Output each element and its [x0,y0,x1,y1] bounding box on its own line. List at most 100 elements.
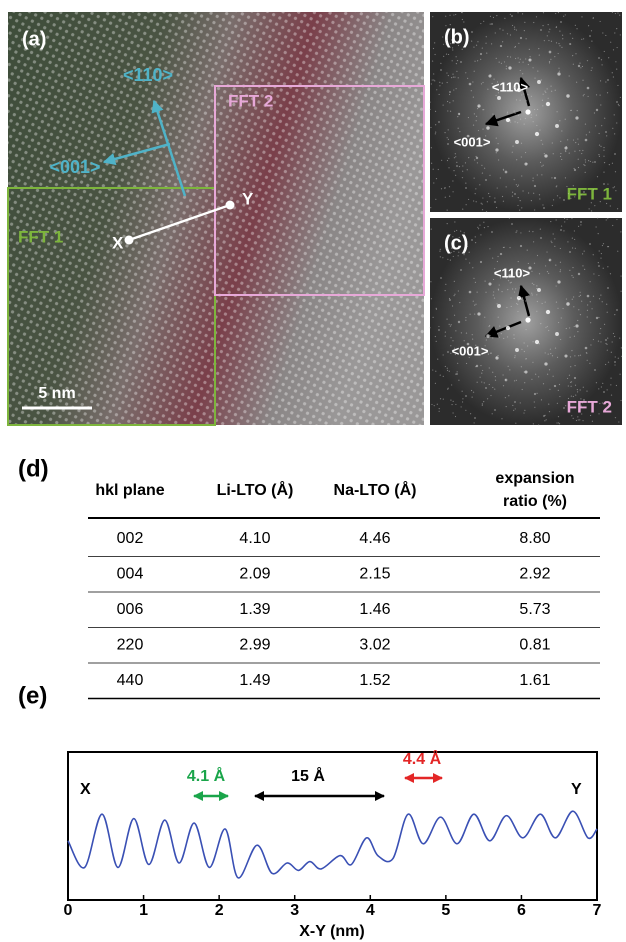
noise-dot [498,288,499,289]
noise-dot [582,80,583,81]
noise-dot [510,121,511,122]
noise-dot [536,114,537,115]
noise-dot [448,75,449,76]
noise-dot [500,277,501,278]
table-cell: 1.49 [239,672,270,689]
noise-dot [610,378,611,379]
annotation: 4.1 Å [187,766,226,785]
noise-dot [436,89,437,90]
noise-dot [605,364,606,365]
noise-dot [514,179,515,180]
noise-dot [452,191,453,192]
noise-dot [602,245,603,246]
noise-dot [477,227,478,228]
noise-dot [522,13,523,14]
fft-spot [500,253,502,255]
noise-dot [551,241,552,242]
noise-dot [447,389,448,390]
noise-dot [435,131,436,132]
noise-dot [581,39,582,40]
noise-dot [492,372,493,373]
noise-dot [600,341,601,342]
noise-dot [575,25,576,26]
fft-spot [525,317,530,322]
noise-dot [516,184,517,185]
noise-dot [550,86,551,87]
noise-dot [612,341,613,342]
noise-dot [450,326,451,327]
noise-dot [469,314,470,315]
noise-dot [598,233,599,234]
noise-dot [585,124,586,125]
noise-dot [612,72,613,73]
noise-dot [484,281,485,282]
noise-dot [582,253,583,254]
annotation: X [80,781,91,798]
noise-dot [534,263,535,264]
fft-spot [486,126,489,129]
fft-spot [555,332,559,336]
fft-spot [540,237,542,239]
noise-dot [585,161,586,162]
noise-dot [607,92,608,93]
noise-dot [465,72,466,73]
noise-dot [449,324,450,325]
noise-dot [567,378,568,379]
noise-dot [571,381,572,382]
noise-dot [453,170,454,171]
noise-dot [519,100,520,101]
fft-spot [488,282,491,285]
noise-dot [614,133,615,134]
noise-dot [455,175,456,176]
fft-spot [494,409,496,411]
fft-spot [557,280,560,283]
noise-dot [433,79,434,80]
noise-dot [437,404,438,405]
noise-dot [545,327,546,328]
fft-spot [460,269,462,271]
noise-dot [454,295,455,296]
noise-dot [581,301,582,302]
profile-line [68,811,597,878]
noise-dot [574,365,575,366]
noise-dot [495,95,496,96]
fft-spot [554,385,556,387]
noise-dot [529,49,530,50]
noise-dot [443,56,444,57]
noise-dot [513,410,514,411]
x-tick-label: 1 [139,902,148,919]
noise-dot [561,130,562,131]
noise-dot [440,398,441,399]
noise-dot [458,380,459,381]
noise-dot [465,143,466,144]
noise-dot [504,61,505,62]
noise-dot [439,411,440,412]
noise-dot [593,273,594,274]
noise-dot [580,295,581,296]
noise-dot [517,186,518,187]
noise-dot [556,219,557,220]
noise-dot [599,145,600,146]
noise-dot [449,94,450,95]
noise-dot [536,311,537,312]
noise-dot [617,47,618,48]
noise-dot [587,316,588,317]
fft-spot [469,83,472,86]
noise-dot [545,352,546,353]
noise-dot [470,413,471,414]
noise-dot [571,110,572,111]
noise-dot [504,247,505,248]
noise-dot [497,303,498,304]
noise-dot [607,246,608,247]
noise-dot [527,94,528,95]
noise-dot [447,370,448,371]
noise-dot [520,200,521,201]
noise-dot [445,290,446,291]
noise-dot [573,418,574,419]
fft-spot [467,343,470,346]
noise-dot [506,406,507,407]
noise-dot [569,337,570,338]
noise-dot [614,114,615,115]
noise-dot [500,177,501,178]
noise-dot [573,64,574,65]
